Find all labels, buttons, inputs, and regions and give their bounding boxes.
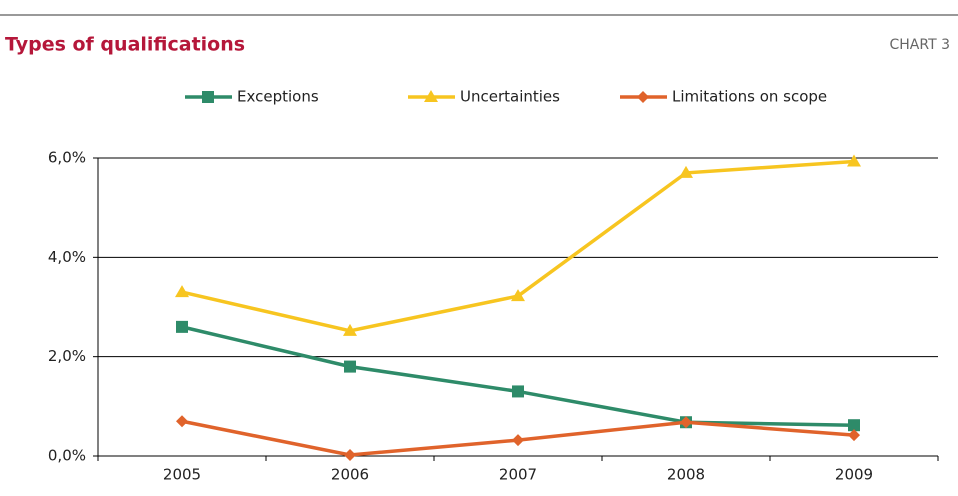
x-tick-label: 2005 xyxy=(163,466,201,484)
marker xyxy=(176,415,188,428)
series-line xyxy=(181,325,855,427)
marker xyxy=(637,91,649,103)
marker xyxy=(202,91,214,103)
marker xyxy=(680,416,692,429)
marker xyxy=(344,360,356,373)
marker xyxy=(175,285,189,298)
chart-label: CHART 3 xyxy=(890,37,951,53)
y-tick-label: 0,0% xyxy=(48,447,86,465)
marker xyxy=(848,419,860,432)
y-tick-label: 2,0% xyxy=(48,347,86,365)
x-tick-label: 2007 xyxy=(499,466,537,484)
marker xyxy=(512,434,524,447)
series-line xyxy=(181,159,855,333)
legend-label: Uncertainties xyxy=(460,88,560,106)
marker xyxy=(511,289,525,302)
marker xyxy=(679,165,693,178)
chart-title: Types of qualifications xyxy=(5,34,245,56)
marker xyxy=(424,90,438,102)
x-tick-label: 2008 xyxy=(667,466,705,484)
x-tick-label: 2009 xyxy=(835,466,873,484)
marker xyxy=(512,385,524,398)
legend-label: Exceptions xyxy=(237,88,319,106)
y-tick-label: 4,0% xyxy=(48,248,86,266)
marker xyxy=(176,320,188,333)
marker xyxy=(343,323,357,336)
y-tick-label: 6,0% xyxy=(48,149,86,167)
x-tick-label: 2006 xyxy=(331,466,369,484)
legend-label: Limitations on scope xyxy=(672,88,827,106)
marker xyxy=(847,154,861,167)
marker xyxy=(344,449,356,462)
marker xyxy=(848,429,860,442)
